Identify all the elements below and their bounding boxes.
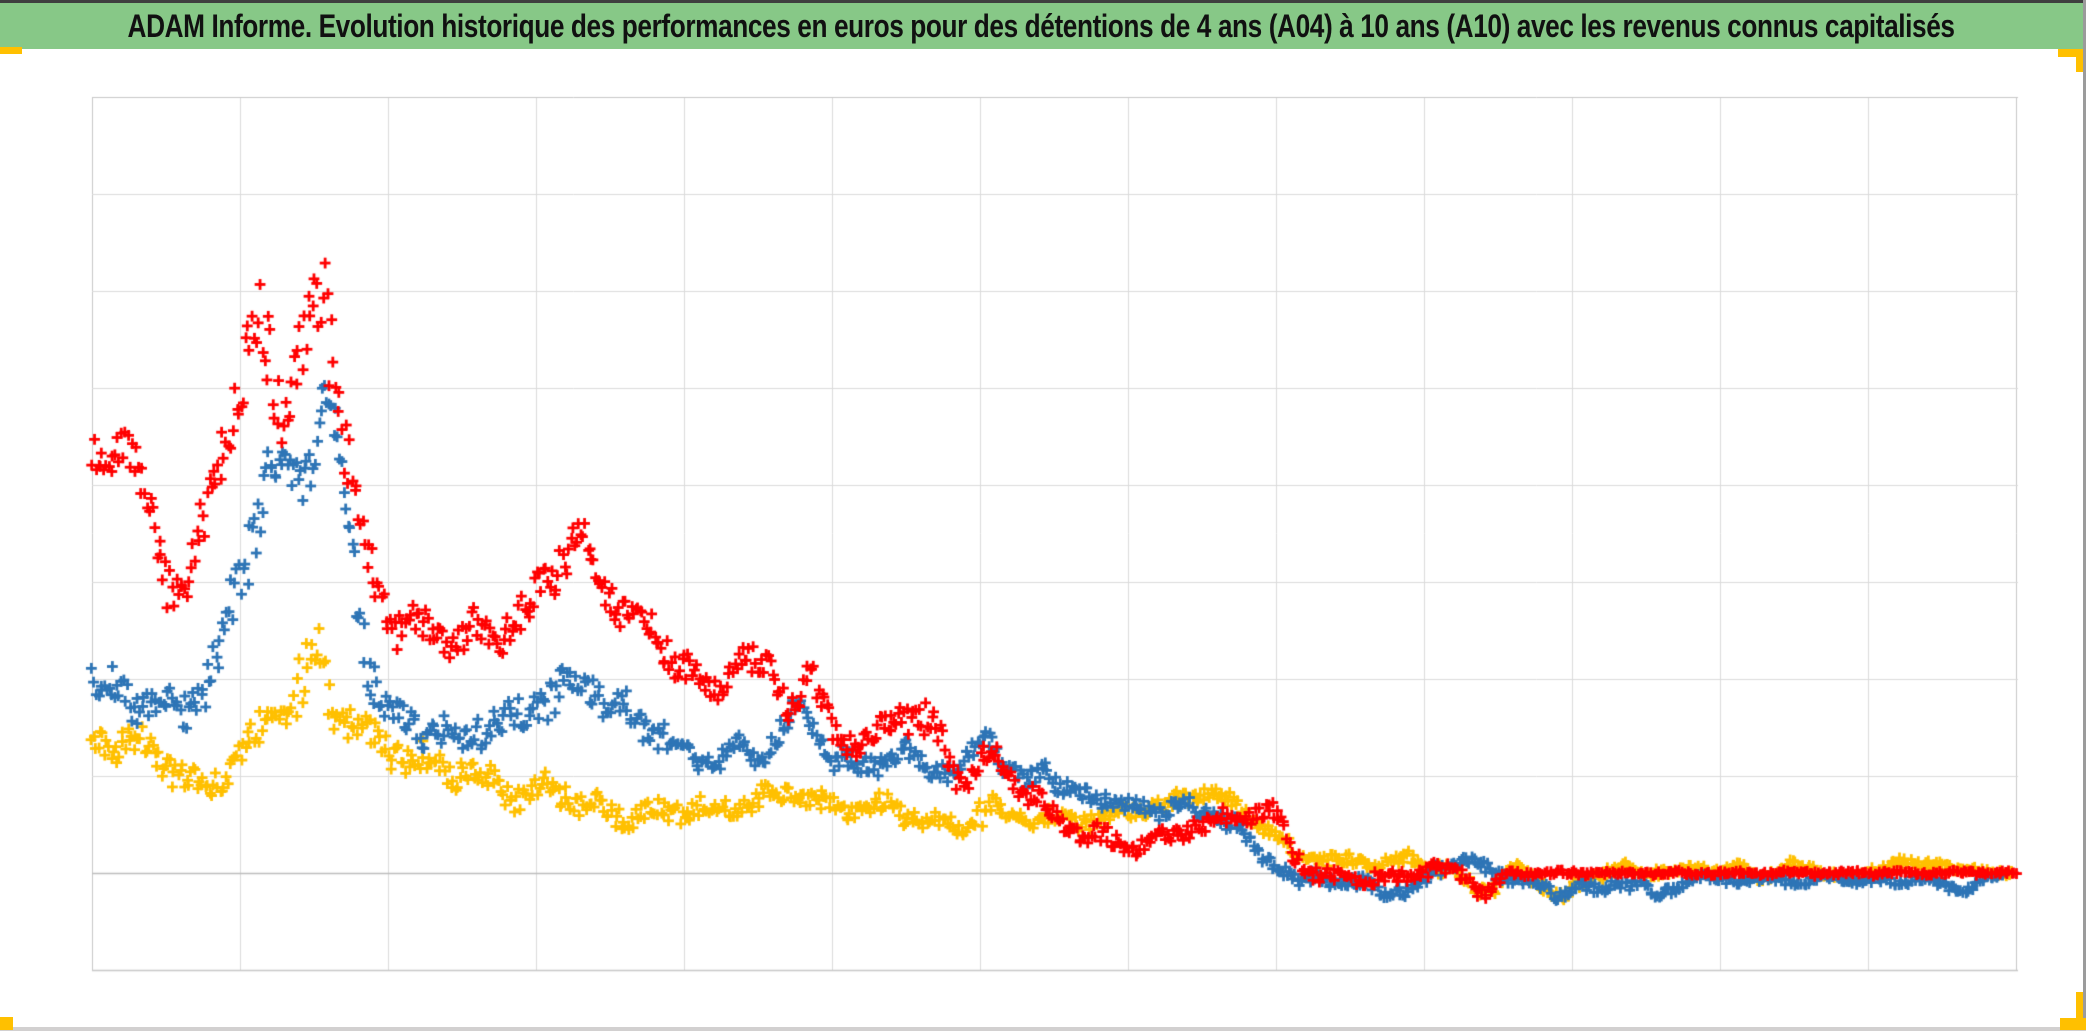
sheet-right-border bbox=[2083, 0, 2086, 1031]
selection-corner-top-left bbox=[0, 47, 22, 54]
selection-corner-top-right-v bbox=[2076, 49, 2083, 72]
chart-title: ADAM Informe. Evolution historique des p… bbox=[127, 7, 1956, 44]
selection-corner-top-right-h bbox=[2058, 49, 2083, 57]
sheet-bottom-border bbox=[0, 1027, 2086, 1031]
selection-corner-bottom-left bbox=[0, 1017, 13, 1030]
title-bar: ADAM Informe. Evolution historique des p… bbox=[0, 0, 2083, 49]
selection-corner-bottom-right-v bbox=[2076, 992, 2083, 1030]
selection-corner-bottom-right-h bbox=[2060, 1018, 2086, 1030]
